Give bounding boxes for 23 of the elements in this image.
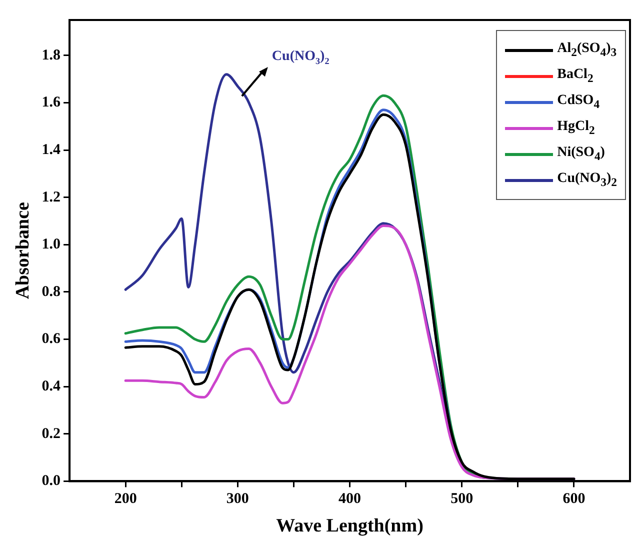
y-tick-label: 1.8 — [42, 47, 61, 64]
y-tick-label: 1.4 — [42, 142, 62, 158]
x-axis-title: Wave Length(nm) — [276, 516, 424, 537]
x-tick-label: 600 — [562, 491, 586, 508]
legend-label: HgCl$_{2}$ — [557, 119, 595, 137]
y-tick-label: 1.6 — [42, 94, 62, 111]
legend-label: CdSO$_{4}$ — [557, 93, 600, 111]
y-tick-label: 1.2 — [42, 189, 61, 206]
legend-label: BaCl$_{2}$ — [557, 67, 594, 85]
y-tick-label: 0.6 — [42, 331, 62, 348]
y-tick-label: 0.4 — [42, 378, 62, 394]
x-tick-label: 400 — [338, 491, 362, 508]
x-tick-label: 500 — [450, 491, 474, 508]
y-axis-title: Absorbance — [12, 202, 34, 300]
x-tick-label: 200 — [114, 491, 137, 508]
y-tick-label: 1.0 — [42, 236, 61, 253]
y-tick-label: 0.0 — [42, 473, 61, 490]
y-tick-label: 0.2 — [42, 426, 61, 442]
legend-label: Cu(NO$_{3}$)$_{2}$ — [557, 171, 617, 189]
y-tick-label: 0.8 — [42, 284, 61, 300]
legend-label: Al$_{2}$(SO$_{4}$)$_{3}$ — [557, 41, 617, 59]
x-tick-label: 300 — [226, 491, 249, 508]
legend-label: Ni(SO$_{4}$) — [557, 145, 605, 163]
